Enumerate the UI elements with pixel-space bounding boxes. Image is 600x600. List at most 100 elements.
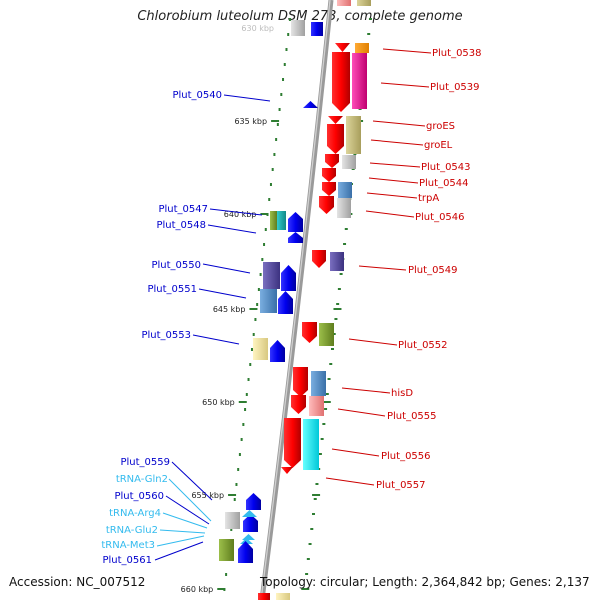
scale-dash xyxy=(259,273,262,276)
gene-Plut_0546[interactable] xyxy=(319,196,334,214)
scale-dash xyxy=(283,63,286,66)
gene-label-Plut_0552[interactable]: Plut_0552 xyxy=(398,340,448,351)
gene-label-Plut_0538[interactable]: Plut_0538 xyxy=(432,48,482,59)
genome-backbone-highlight xyxy=(260,0,331,600)
scale-dash xyxy=(367,33,371,35)
scale-dash xyxy=(310,528,314,530)
kbp-tick-label: 645 kbp xyxy=(213,305,246,314)
scale-dash xyxy=(287,33,290,36)
scale-dash xyxy=(320,438,324,440)
scale-dash xyxy=(313,498,317,500)
gene-Plut_0547[interactable] xyxy=(288,212,303,232)
scale-dash xyxy=(264,228,267,231)
gene-label-Plut_0559[interactable]: Plut_0559 xyxy=(120,457,170,468)
gene-label-hisD[interactable]: hisD xyxy=(391,388,413,399)
scale-dash xyxy=(273,153,276,156)
scale-dash xyxy=(244,408,247,411)
gene-label-Plut_0539[interactable]: Plut_0539 xyxy=(430,82,480,93)
gene-Plut_0549[interactable] xyxy=(312,250,326,268)
scale-dash xyxy=(245,393,248,396)
scale-dash xyxy=(261,258,264,261)
scale-dash xyxy=(280,93,283,96)
gene-hisD[interactable] xyxy=(293,367,308,397)
scale-dash xyxy=(238,453,241,456)
gene-label-Plut_0548[interactable]: Plut_0548 xyxy=(156,220,206,231)
gene-Plut_0551[interactable] xyxy=(278,291,293,314)
scale-dash xyxy=(263,243,266,246)
gene-label-Plut_0555[interactable]: Plut_0555 xyxy=(387,411,437,422)
scale-dash xyxy=(256,303,259,306)
gene-Plut_0544[interactable] xyxy=(322,168,336,182)
gene-Plut_0561[interactable] xyxy=(238,541,253,563)
scale-dash xyxy=(252,333,255,336)
scale-dash xyxy=(306,558,310,560)
scale-dash xyxy=(305,573,309,575)
gene-label-Plut_0550[interactable]: Plut_0550 xyxy=(151,260,201,271)
gene-Plut_0557[interactable] xyxy=(281,467,293,474)
position-ticks xyxy=(217,18,372,591)
minus-strand-features xyxy=(219,101,318,600)
gene-tRNA-Arg4[interactable] xyxy=(242,534,255,540)
scale-dash xyxy=(268,198,271,201)
gene-Plut_0538[interactable] xyxy=(335,43,350,52)
gene-label-Plut_0556[interactable]: Plut_0556 xyxy=(381,451,431,462)
scale-dash xyxy=(368,18,372,20)
scale-dash xyxy=(249,363,252,366)
gene-trpA[interactable] xyxy=(322,182,336,196)
gene-label-Plut_0544[interactable]: Plut_0544 xyxy=(419,178,469,189)
gene-Plut_0556[interactable] xyxy=(284,418,301,468)
scale-dash xyxy=(334,318,338,320)
gene-Plut_0539[interactable] xyxy=(332,52,350,112)
gene-Plut_0553[interactable] xyxy=(270,340,285,362)
scale-dash xyxy=(230,528,233,531)
minus-label-leaders xyxy=(154,94,271,561)
scale-dash xyxy=(276,123,279,126)
kbp-tick-label: 635 kbp xyxy=(234,117,267,126)
gene-Plut_0555[interactable] xyxy=(291,395,306,414)
scale-dash xyxy=(278,108,281,111)
gene-label-Plut_0557[interactable]: Plut_0557 xyxy=(376,480,426,491)
gene-label-tRNA-Gln2[interactable]: tRNA-Gln2 xyxy=(116,474,168,485)
gene-tRNA-Glu2[interactable] xyxy=(240,538,253,544)
gene-label-groES[interactable]: groES xyxy=(426,121,455,132)
scale-dash xyxy=(285,48,288,51)
gene-label-Plut_0560[interactable]: Plut_0560 xyxy=(114,491,164,502)
kbp-tick-label: 660 kbp xyxy=(181,585,214,594)
kbp-tick-label: 650 kbp xyxy=(202,398,235,407)
gene-Plut_0548[interactable] xyxy=(288,232,303,243)
scale-dash xyxy=(250,348,253,351)
gene-Plut_0550[interactable] xyxy=(281,265,296,291)
gene-label-Plut_0547[interactable]: Plut_0547 xyxy=(158,204,208,215)
gene-label-groEL[interactable]: groEL xyxy=(424,140,453,151)
gene-label-tRNA-Met3[interactable]: tRNA-Met3 xyxy=(101,540,155,551)
scale-dash xyxy=(235,483,238,486)
scale-dash xyxy=(312,513,316,515)
scale-dash xyxy=(327,378,331,380)
gene-groES[interactable] xyxy=(328,116,343,124)
scale-dash xyxy=(240,438,243,441)
gene-groEL[interactable] xyxy=(327,124,344,154)
gene-label-trpA[interactable]: trpA xyxy=(418,193,439,204)
gene-Plut_0559[interactable] xyxy=(246,493,261,510)
gene-Plut_0540[interactable] xyxy=(303,101,318,108)
gene-label-Plut_0546[interactable]: Plut_0546 xyxy=(415,212,465,223)
gene-label-Plut_0549[interactable]: Plut_0549 xyxy=(408,265,458,276)
gene-label-Plut_0551[interactable]: Plut_0551 xyxy=(147,284,197,295)
scale-dash xyxy=(288,18,291,21)
gene-label-tRNA-Glu2[interactable]: tRNA-Glu2 xyxy=(106,525,158,536)
gene-Plut_0543[interactable] xyxy=(325,154,339,168)
gene-Plut_0552[interactable] xyxy=(302,322,317,343)
gene-label-Plut_0540[interactable]: Plut_0540 xyxy=(172,90,222,101)
gene-label-Plut_0543[interactable]: Plut_0543 xyxy=(421,162,471,173)
accession-text: Accession: NC_007512 xyxy=(9,575,146,589)
gene-label-tRNA-Arg4[interactable]: tRNA-Arg4 xyxy=(109,508,161,519)
scale-dash xyxy=(339,273,343,275)
scale-dash xyxy=(322,423,326,425)
gene-Plut_0560[interactable] xyxy=(243,514,258,532)
gene-label-Plut_0553[interactable]: Plut_0553 xyxy=(141,330,191,341)
gene-label-Plut_0561[interactable]: Plut_0561 xyxy=(102,555,152,566)
scale-dash xyxy=(254,318,257,321)
map-title: Chlorobium luteolum DSM 273, complete ge… xyxy=(137,9,463,24)
gene-tRNA-Gln2[interactable] xyxy=(242,510,257,517)
